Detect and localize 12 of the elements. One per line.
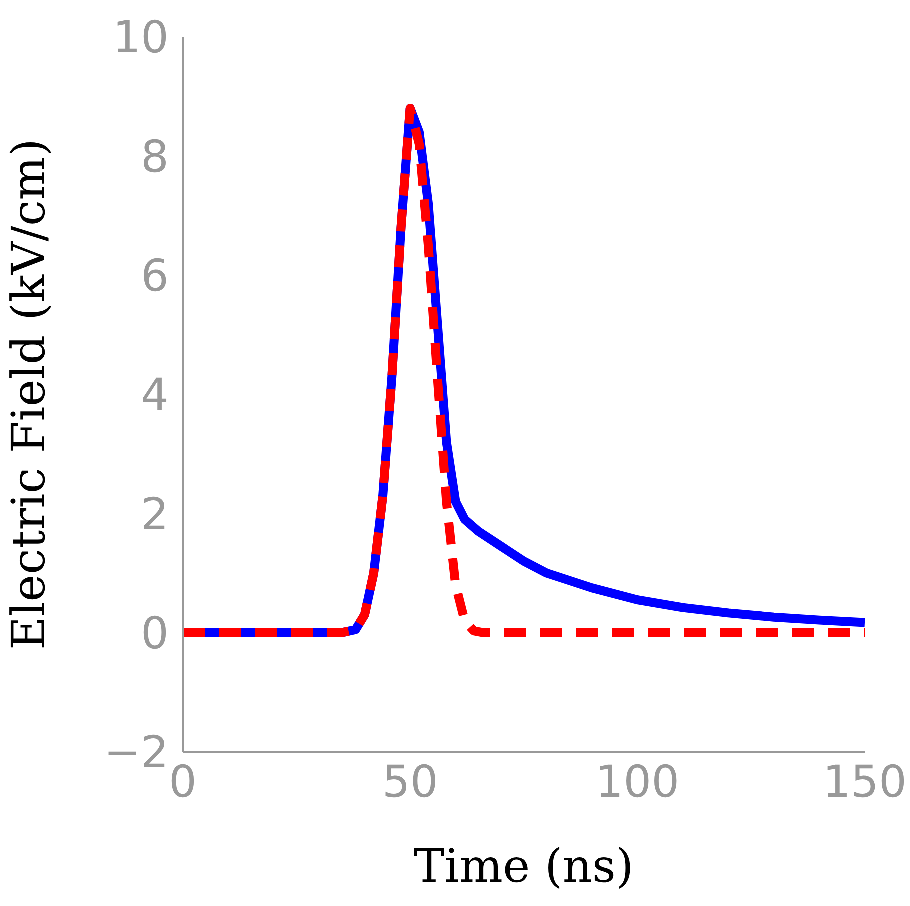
y-tick-label: 4	[141, 370, 169, 422]
y-tick-label: 0	[141, 608, 169, 660]
x-tick-label: 100	[596, 757, 680, 808]
x-tick-label: 50	[382, 757, 438, 808]
x-tick-label: 150	[823, 757, 907, 808]
y-axis-title: Electric Field (kV/cm)	[1, 138, 56, 650]
y-tick-label: 8	[141, 132, 169, 183]
y-tick-label: −2	[104, 728, 169, 779]
y-tick-label: 10	[113, 12, 169, 64]
y-tick-label: 6	[141, 250, 169, 302]
x-axis-title: Time (ns)	[414, 839, 634, 893]
y-tick-label: 2	[141, 489, 169, 540]
